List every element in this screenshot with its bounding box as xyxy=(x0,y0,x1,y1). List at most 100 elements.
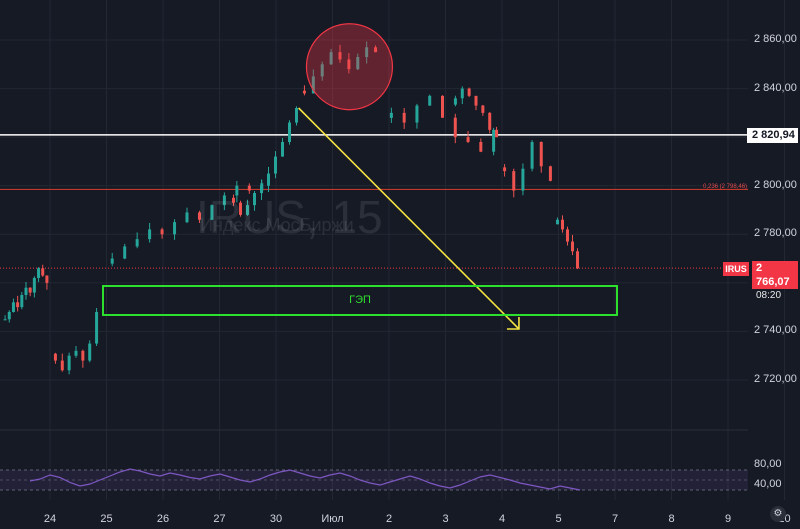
candle-body xyxy=(288,122,291,142)
candle-body xyxy=(347,59,351,70)
gap-zone[interactable]: ГЭП xyxy=(102,285,618,316)
candle-body xyxy=(148,229,152,240)
time-axis-label: 24 xyxy=(43,513,57,525)
candle-body xyxy=(402,112,406,123)
candle-body xyxy=(571,241,574,252)
candle-body xyxy=(576,251,579,269)
candle-body xyxy=(67,355,71,371)
candle-body xyxy=(479,142,483,152)
candle-body xyxy=(235,185,239,196)
candle-body xyxy=(37,268,41,278)
time-axis-label: 7 xyxy=(611,513,619,525)
candle-body xyxy=(530,142,534,169)
candle-body xyxy=(246,205,249,215)
candle-body xyxy=(110,258,114,264)
candle-body xyxy=(561,219,564,230)
candle-body xyxy=(197,212,201,220)
time-axis-label: 25 xyxy=(100,513,113,525)
candle-body xyxy=(338,52,342,60)
candle-body xyxy=(566,229,569,242)
candle-body xyxy=(267,173,270,186)
resistance-price-tag: 2 820,94 xyxy=(747,128,798,143)
candle-body xyxy=(239,202,242,215)
candle-body xyxy=(74,350,78,356)
candle-body xyxy=(428,95,432,106)
forecast-arrow-line xyxy=(298,107,520,330)
price-axis-label: 2 860,00 xyxy=(754,33,797,45)
candle-body xyxy=(45,275,49,283)
candle-body xyxy=(320,64,324,77)
candle-body xyxy=(32,278,36,293)
forecast-arrow-head xyxy=(506,317,520,330)
time-axis-label: 30 xyxy=(269,513,283,525)
candle-body xyxy=(16,302,20,308)
candle-body xyxy=(253,193,256,206)
candle-body xyxy=(503,167,507,172)
candle-body xyxy=(329,52,333,65)
candle-body xyxy=(295,108,298,123)
candle-body xyxy=(24,287,28,295)
price-axis-label: 2 740,00 xyxy=(754,324,797,337)
candle-body xyxy=(281,142,284,157)
candle-body xyxy=(3,319,7,321)
price-axis-label: 2 840,00 xyxy=(754,81,797,94)
gap-label: ГЭП xyxy=(349,294,371,306)
candle-body xyxy=(374,47,378,53)
candle-body xyxy=(492,129,496,152)
candle-body xyxy=(311,76,315,94)
last-price-tag: 2 766,07 08:20 xyxy=(752,261,798,301)
candle-body xyxy=(488,112,492,130)
candle-body xyxy=(460,88,464,99)
candle-body xyxy=(7,312,11,320)
candle-body xyxy=(123,246,127,259)
time-axis-label: 5 xyxy=(555,513,562,525)
candle-body xyxy=(415,105,419,123)
candle-body xyxy=(481,105,485,113)
settings-gear-icon[interactable]: ⚙ xyxy=(770,506,786,522)
rsi-line xyxy=(29,468,581,491)
candle-body xyxy=(88,343,92,361)
candle-body xyxy=(548,166,552,181)
candle-body xyxy=(28,287,32,293)
candle-body xyxy=(365,47,369,57)
chart-grid xyxy=(0,0,785,500)
candle-body xyxy=(81,350,85,361)
candle-body xyxy=(232,197,235,203)
candle-body xyxy=(453,117,457,138)
candle-body xyxy=(210,205,214,220)
candle-body xyxy=(495,129,499,138)
price-axis-label: 2 720,00 xyxy=(754,373,797,385)
time-axis-label: 3 xyxy=(442,513,449,525)
time-axis-label: 2 xyxy=(385,513,393,525)
candle-body xyxy=(173,222,177,235)
symbol-tag: IRUS xyxy=(723,262,749,276)
time-axis-label: 4 xyxy=(498,513,506,525)
time-axis-label: 27 xyxy=(213,513,226,525)
candle-body xyxy=(247,185,251,191)
time-axis-label: Июл xyxy=(321,513,344,525)
annotations xyxy=(298,23,520,330)
candle-body xyxy=(185,212,189,223)
fib-level-label: 0,236 (2 798,46) xyxy=(703,184,748,190)
candle-body xyxy=(135,239,139,247)
candle-body xyxy=(302,90,306,94)
candle-body xyxy=(512,171,516,191)
candle-body xyxy=(41,268,45,276)
time-axis-label: 8 xyxy=(668,513,675,525)
candle-body xyxy=(453,98,457,105)
candle-body xyxy=(260,185,263,193)
candle-body xyxy=(467,88,471,96)
candle-body xyxy=(556,219,559,225)
candle-body xyxy=(521,168,525,191)
candle-body xyxy=(60,360,64,371)
candle-body xyxy=(356,57,360,70)
rsi-panel xyxy=(0,468,748,491)
candle-body xyxy=(20,295,24,308)
candle-body xyxy=(11,302,15,312)
candle-body xyxy=(474,95,478,106)
candle-body xyxy=(95,312,99,344)
candle-body xyxy=(53,353,57,361)
price-axis-label: 2 800,00 xyxy=(754,178,797,191)
horizontal-levels xyxy=(0,134,748,269)
